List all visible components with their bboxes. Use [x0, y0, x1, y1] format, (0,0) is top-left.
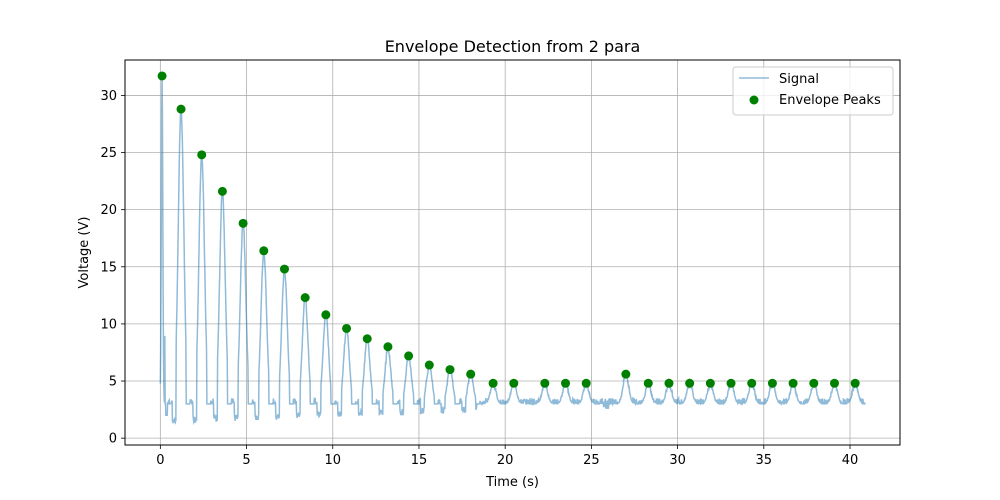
- envelope-peak-point: [362, 334, 372, 344]
- chart-title: Envelope Detection from 2 para: [385, 37, 641, 56]
- envelope-peak-point: [488, 378, 498, 388]
- legend-peaks-swatch: [749, 95, 759, 105]
- x-tick-label: 40: [842, 453, 859, 468]
- envelope-peak-point: [342, 323, 352, 333]
- envelope-peaks-series: [157, 71, 860, 388]
- legend-peaks-label: Envelope Peaks: [779, 93, 881, 108]
- envelope-peak-point: [621, 369, 631, 379]
- x-tick-label: 0: [156, 453, 164, 468]
- x-tick-label: 15: [411, 453, 428, 468]
- envelope-peak-point: [176, 104, 186, 114]
- envelope-peak-point: [829, 378, 839, 388]
- envelope-peak-point: [767, 378, 777, 388]
- envelope-peak-point: [279, 264, 289, 274]
- envelope-peak-point: [157, 71, 167, 81]
- x-tick-label: 30: [669, 453, 686, 468]
- y-tick-label: 5: [109, 375, 117, 390]
- envelope-peak-point: [685, 378, 695, 388]
- legend-box: [732, 66, 894, 116]
- envelope-peak-point: [788, 378, 798, 388]
- envelope-peak-point: [664, 378, 674, 388]
- y-tick-label: 10: [100, 317, 117, 332]
- y-tick-label: 30: [100, 89, 117, 104]
- x-tick-label: 10: [324, 453, 341, 468]
- y-axis-label: Voltage (V): [77, 217, 92, 289]
- envelope-peak-point: [581, 378, 591, 388]
- envelope-peak-point: [643, 378, 653, 388]
- legend: Signal Envelope Peaks: [732, 66, 894, 116]
- envelope-peak-point: [217, 186, 227, 196]
- x-tick-label: 35: [756, 453, 773, 468]
- envelope-peak-point: [726, 378, 736, 388]
- x-tick-label: 20: [497, 453, 514, 468]
- envelope-peak-point: [850, 378, 860, 388]
- envelope-peak-point: [383, 342, 393, 352]
- y-tick-label: 0: [109, 432, 117, 447]
- envelope-peak-point: [238, 218, 248, 228]
- envelope-peak-point: [509, 378, 519, 388]
- plot-area-frame: [124, 59, 901, 446]
- envelope-peak-point: [197, 150, 207, 160]
- x-axis-label: Time (s): [485, 475, 539, 490]
- x-axis-ticks: 0 5 10 15 20 25 30 35 40: [156, 445, 858, 468]
- x-tick-label: 25: [583, 453, 600, 468]
- envelope-peak-point: [466, 369, 476, 379]
- envelope-peak-point: [424, 360, 434, 370]
- envelope-peak-point: [809, 378, 819, 388]
- envelope-peak-point: [300, 293, 310, 303]
- envelope-peak-point: [259, 246, 269, 256]
- y-tick-label: 25: [100, 146, 117, 161]
- envelope-peak-point: [445, 365, 455, 375]
- y-tick-label: 20: [100, 203, 117, 218]
- envelope-peak-point: [404, 351, 414, 361]
- envelope-peak-point: [705, 378, 715, 388]
- y-tick-label: 15: [100, 260, 117, 275]
- x-tick-label: 5: [242, 453, 250, 468]
- envelope-peak-point: [540, 378, 550, 388]
- envelope-peak-point: [747, 378, 757, 388]
- envelope-peak-point: [321, 310, 331, 320]
- legend-signal-label: Signal: [779, 72, 819, 87]
- envelope-peak-point: [561, 378, 571, 388]
- y-axis-ticks: 0 5 10 15 20 25 30: [100, 89, 125, 447]
